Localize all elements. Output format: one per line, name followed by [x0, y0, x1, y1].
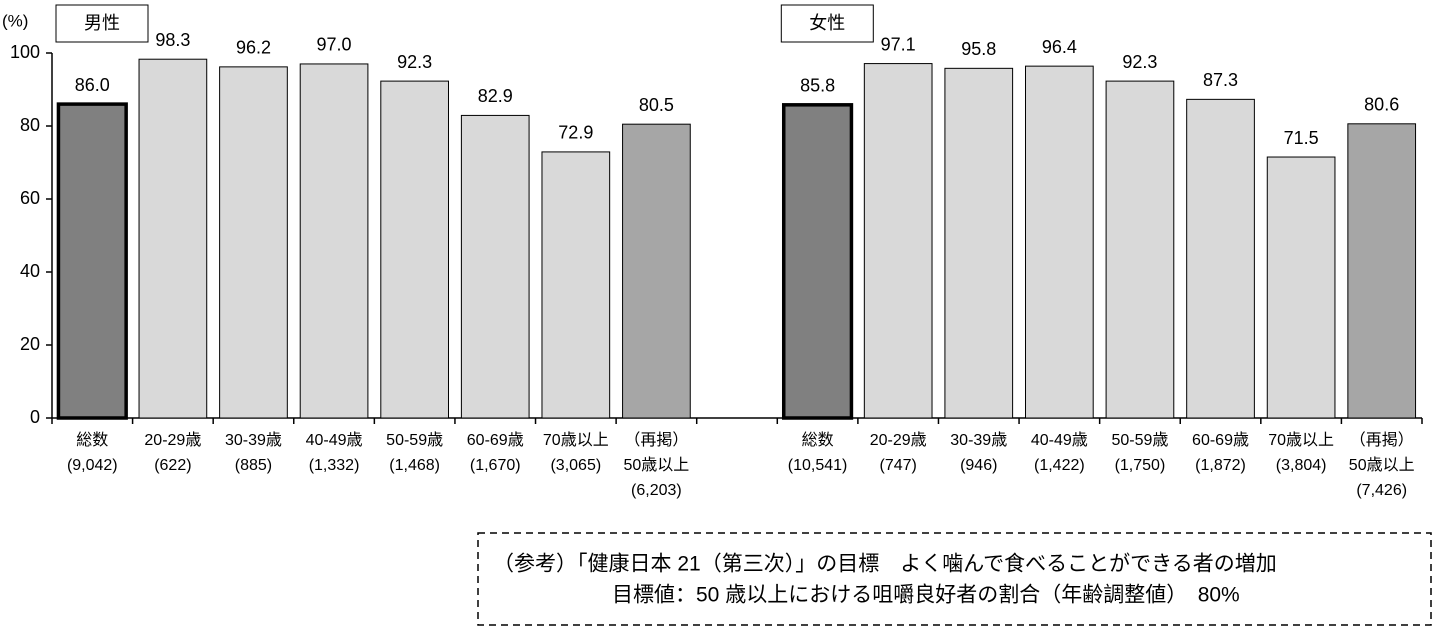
bar	[1186, 98, 1255, 419]
y-tick-label: 80	[20, 115, 40, 135]
bar	[299, 63, 369, 419]
x-tick-label: (1,332)	[309, 457, 360, 474]
x-tick-label: (1,750)	[1115, 457, 1166, 474]
x-tick-label: （再掲）	[624, 431, 688, 449]
x-tick-label: (1,422)	[1034, 457, 1085, 474]
value-label: 71.5	[1284, 128, 1319, 148]
value-label: 96.2	[236, 38, 271, 58]
x-tick-label: (10,541)	[788, 457, 848, 474]
bar	[622, 123, 691, 419]
value-label: 80.6	[1364, 95, 1399, 115]
bar	[56, 102, 128, 420]
x-tick-label: （再掲）	[1350, 431, 1414, 449]
bar	[380, 80, 449, 419]
x-tick-label: 40-49歳	[1031, 431, 1088, 449]
note-box	[477, 532, 1432, 626]
value-label: 86.0	[75, 75, 110, 95]
value-label: 92.3	[397, 52, 432, 72]
x-tick-label: (946)	[960, 457, 997, 474]
x-tick-label: (3,804)	[1276, 457, 1327, 474]
bar	[1105, 80, 1175, 419]
bar	[1266, 156, 1336, 419]
panel-label-box	[780, 4, 874, 43]
x-tick-label: (3,065)	[550, 457, 601, 474]
value-label: 72.9	[558, 123, 593, 143]
x-tick-label: 60-69歳	[1192, 431, 1249, 449]
bar	[863, 63, 933, 419]
y-tick-label: 40	[20, 261, 40, 281]
panel-label-box	[55, 4, 149, 43]
value-label: 98.3	[155, 30, 190, 50]
bar	[460, 114, 530, 419]
value-label: 97.1	[881, 34, 916, 54]
x-tick-label: (1,872)	[1195, 457, 1246, 474]
value-label: 96.4	[1042, 37, 1077, 57]
value-label: 82.9	[478, 86, 513, 106]
x-tick-label: 70歳以上	[1268, 431, 1334, 449]
x-tick-label: 40-49歳	[306, 431, 363, 449]
value-label: 95.8	[961, 39, 996, 59]
panel-label: 女性	[809, 13, 845, 33]
y-tick-label: 0	[30, 407, 40, 427]
x-tick-label: 50歳以上	[624, 456, 690, 474]
bar	[219, 66, 288, 419]
x-tick-label: (1,670)	[470, 457, 521, 474]
x-tick-label: 70歳以上	[543, 431, 609, 449]
bar	[781, 103, 854, 420]
bar	[138, 58, 208, 419]
value-label: 92.3	[1122, 52, 1157, 72]
y-tick-label: 60	[20, 188, 40, 208]
value-label: 87.3	[1203, 70, 1238, 90]
y-tick-label: 20	[20, 334, 40, 354]
bar	[541, 151, 611, 419]
x-tick-label: 総数	[802, 431, 834, 449]
x-tick-label: (9,042)	[67, 457, 118, 474]
x-tick-label: 50歳以上	[1349, 456, 1415, 474]
bar	[1025, 65, 1094, 419]
x-tick-label: (7,426)	[1356, 482, 1407, 499]
x-tick-label: (622)	[154, 457, 191, 474]
value-label: 85.8	[800, 76, 835, 96]
value-label: 97.0	[317, 35, 352, 55]
x-tick-label: (747)	[879, 457, 916, 474]
x-tick-label: 50-59歳	[386, 431, 443, 449]
x-tick-label: 30-39歳	[225, 431, 282, 449]
x-tick-label: (1,468)	[389, 457, 440, 474]
y-tick-label: 100	[10, 42, 40, 62]
panel-label: 男性	[84, 13, 120, 33]
x-tick-label: 60-69歳	[467, 431, 524, 449]
y-unit: (%)	[2, 11, 28, 30]
note-line: 目標値：50 歳以上における咀嚼良好者の割合（年齢調整値） 80%	[612, 584, 1240, 607]
note-line: （参考）「健康日本 21（第三次）」の目標 よく噛んで食べることができる者の増加	[493, 553, 1277, 576]
x-tick-label: 50-59歳	[1111, 431, 1168, 449]
value-label: 80.5	[639, 95, 674, 115]
x-tick-label: 20-29歳	[870, 431, 927, 449]
x-tick-label: 総数	[76, 431, 108, 449]
bar	[1347, 123, 1417, 419]
bar	[944, 67, 1014, 419]
x-tick-label: (6,203)	[631, 482, 682, 499]
x-tick-label: 20-29歳	[144, 431, 201, 449]
x-tick-label: 30-39歳	[950, 431, 1007, 449]
x-tick-label: (885)	[235, 457, 272, 474]
